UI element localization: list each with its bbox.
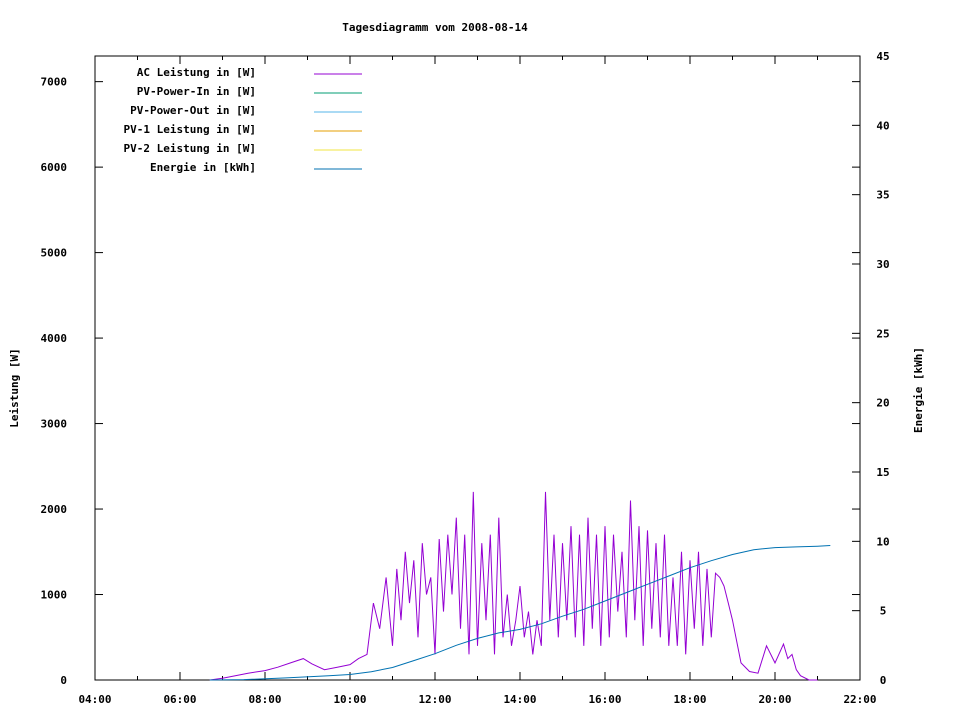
series-line-energie [209,545,831,681]
y-tick-label: 7000 [41,76,68,89]
y2-tick-label: 25 [876,327,889,340]
y-tick-label: 2000 [41,503,68,516]
y-tick-label: 6000 [41,161,68,174]
y-axis-label: Leistung [W] [8,348,21,427]
legend-label: PV-Power-Out in [W] [130,104,256,117]
y2-tick-label: 10 [876,535,889,548]
y2-tick-label: 30 [876,258,889,271]
y-tick-label: 1000 [41,589,68,602]
series-layer [209,491,831,681]
legend-label: PV-2 Leistung in [W] [124,142,256,155]
x-tick-label: 04:00 [78,693,111,706]
x-tick-label: 10:00 [333,693,366,706]
y2-axis-label: Energie [kWh] [912,347,925,433]
x-tick-label: 20:00 [758,693,791,706]
y-tick-label: 3000 [41,418,68,431]
y-tick-label: 5000 [41,247,68,260]
chart-title: Tagesdiagramm vom 2008-08-14 [342,21,528,34]
y-tick-label: 0 [60,674,67,687]
y2-tick-label: 45 [876,50,889,63]
y-axis: 0 1000 2000 3000 4000 5000 6000 7000 [41,76,860,687]
x-tick-label: 22:00 [843,693,876,706]
y2-tick-label: 15 [876,466,889,479]
y2-tick-label: 40 [876,119,889,132]
y2-tick-label: 0 [880,674,887,687]
y2-tick-label: 35 [876,189,889,202]
x-tick-label: 06:00 [163,693,196,706]
x-axis: 04:00 06:00 08:00 10:00 12:00 14:00 16:00 18:00… [78,56,877,706]
y2-tick-label: 5 [880,605,887,618]
y-tick-label: 4000 [41,332,68,345]
legend: AC Leistung in [W] PV-Power-In in [W] PV-P… [124,66,362,174]
legend-label: AC Leistung in [W] [137,66,256,79]
x-tick-label: 08:00 [248,693,281,706]
x-tick-label: 12:00 [418,693,451,706]
x-tick-label: 14:00 [503,693,536,706]
y2-axis: 0 5 10 15 20 25 30 35 40 45 [852,50,890,687]
legend-label: PV-1 Leistung in [W] [124,123,256,136]
legend-label: Energie in [kWh] [150,161,256,174]
x-tick-label: 16:00 [588,693,621,706]
legend-label: PV-Power-In in [W] [137,85,256,98]
series-line-ac-leistung [209,491,818,681]
y2-tick-label: 20 [876,397,889,410]
x-tick-label: 18:00 [673,693,706,706]
